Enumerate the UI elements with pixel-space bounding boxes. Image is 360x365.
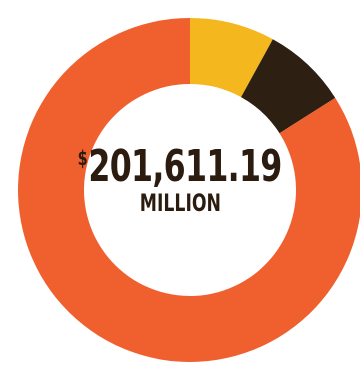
slice-group bbox=[17, 18, 360, 362]
donut-slice-3 bbox=[17, 18, 360, 362]
donut-slice-1 bbox=[190, 18, 273, 98]
donut-slice-2 bbox=[241, 39, 336, 134]
